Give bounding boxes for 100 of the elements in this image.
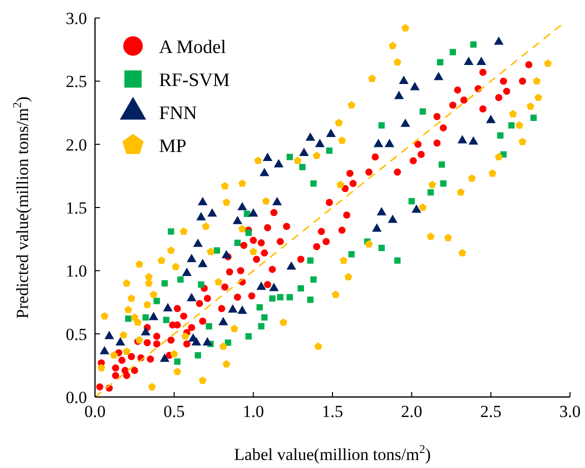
- point: [207, 208, 217, 217]
- point: [398, 76, 409, 84]
- y-tick-label: 0.0: [66, 388, 87, 407]
- point: [374, 138, 384, 148]
- point: [326, 128, 336, 137]
- point: [269, 282, 279, 292]
- point: [198, 258, 208, 268]
- point: [140, 327, 150, 336]
- point: [298, 285, 304, 292]
- point: [206, 323, 212, 330]
- x-tick-label: 0.5: [164, 402, 185, 421]
- point: [438, 161, 445, 168]
- point: [248, 208, 258, 217]
- point: [237, 202, 248, 210]
- x-tick-label: 1.5: [322, 402, 344, 421]
- point: [154, 298, 160, 304]
- point: [125, 316, 132, 322]
- point: [400, 118, 410, 127]
- point: [256, 282, 266, 290]
- point: [286, 261, 296, 270]
- legend-label: FNN: [159, 103, 198, 124]
- point: [437, 59, 444, 66]
- point: [378, 122, 385, 129]
- point: [162, 280, 168, 286]
- point: [245, 230, 252, 236]
- point: [388, 214, 398, 223]
- point: [163, 316, 170, 324]
- point: [222, 250, 232, 258]
- y-tick-label: 1.5: [66, 198, 87, 218]
- x-tick-label: 2.0: [401, 402, 422, 421]
- x-tick-label: 3.0: [559, 402, 581, 421]
- point: [160, 354, 170, 362]
- point: [476, 56, 486, 65]
- point: [315, 138, 325, 148]
- point: [196, 212, 206, 220]
- point: [100, 346, 110, 354]
- point: [376, 207, 386, 216]
- y-tick-label: 1.0: [66, 262, 87, 281]
- point: [192, 337, 202, 346]
- point: [258, 323, 264, 330]
- point: [228, 304, 238, 313]
- point: [494, 36, 504, 45]
- point: [299, 164, 306, 170]
- point: [486, 114, 496, 124]
- point: [307, 296, 314, 303]
- point: [234, 240, 241, 246]
- point: [440, 180, 446, 187]
- point: [306, 132, 316, 141]
- point: [470, 41, 477, 48]
- legend-label: RF-SVM: [159, 70, 230, 91]
- point: [434, 72, 444, 80]
- point: [458, 134, 468, 144]
- point: [193, 238, 203, 247]
- point: [310, 180, 317, 187]
- point: [244, 210, 250, 217]
- point: [142, 314, 149, 321]
- point: [174, 358, 180, 365]
- x-tick-label: 1.0: [242, 402, 264, 421]
- point: [326, 147, 332, 154]
- point: [262, 152, 272, 162]
- point: [372, 223, 382, 232]
- point: [394, 257, 401, 264]
- point: [163, 303, 173, 312]
- point: [232, 216, 242, 224]
- point: [299, 148, 309, 156]
- y-tick-label: 3.0: [66, 9, 87, 28]
- point: [508, 122, 515, 129]
- point: [186, 292, 196, 302]
- point: [272, 196, 282, 206]
- y-tick-label: 0.5: [66, 324, 87, 344]
- point: [274, 159, 284, 168]
- point: [218, 316, 228, 326]
- point: [269, 295, 276, 302]
- point: [277, 294, 284, 300]
- point: [497, 132, 504, 139]
- point: [408, 198, 415, 204]
- point: [307, 257, 314, 264]
- legend-label: MP: [159, 136, 186, 157]
- point: [177, 276, 184, 283]
- point: [194, 352, 202, 358]
- point: [464, 56, 474, 65]
- point: [412, 204, 422, 213]
- point: [286, 294, 293, 300]
- point: [245, 333, 252, 340]
- point: [168, 228, 174, 235]
- point: [286, 154, 293, 160]
- x-tick-label: 0.0: [84, 402, 106, 421]
- point: [348, 251, 355, 258]
- point: [394, 90, 404, 100]
- point: [530, 114, 537, 121]
- point: [384, 138, 394, 148]
- point: [256, 304, 263, 310]
- x-tick-label: 2.5: [480, 402, 502, 421]
- point: [378, 244, 385, 252]
- point: [116, 337, 126, 346]
- point: [198, 196, 208, 206]
- point: [148, 312, 158, 320]
- point: [261, 314, 268, 321]
- point: [104, 330, 114, 340]
- legend-label: A Model: [159, 37, 226, 58]
